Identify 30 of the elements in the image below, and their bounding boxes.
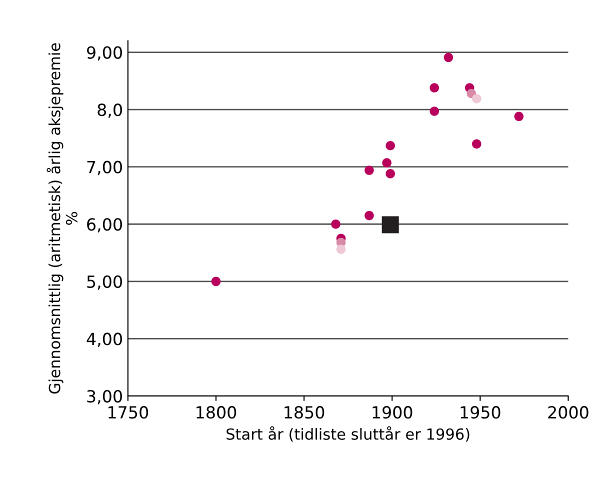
y-tick-label: 8,0	[98, 104, 122, 118]
point	[514, 112, 524, 122]
x-tick-label: 2000	[548, 406, 588, 419]
x-tick-label: 1800	[196, 406, 236, 419]
y-tick-label: 7,00	[87, 160, 122, 176]
y-tick-label: 4,00	[86, 332, 122, 347]
point	[386, 169, 396, 178]
point	[382, 216, 399, 234]
point	[211, 276, 221, 286]
y-tick-label: 3,00	[87, 390, 122, 404]
point	[382, 158, 392, 168]
point	[444, 52, 454, 62]
point	[336, 244, 346, 254]
y-tick-label: 5,00	[87, 275, 122, 290]
point	[472, 139, 482, 149]
x-axis-title: Start år (tidliste sluttår er 1996)	[226, 426, 470, 442]
y-tick-label: 9,00	[87, 46, 122, 61]
point	[331, 219, 340, 229]
point	[364, 210, 374, 220]
point	[386, 140, 396, 150]
x-tick-label: 1900	[372, 406, 412, 419]
point	[430, 106, 440, 116]
x-tick-label: 1750	[108, 406, 148, 419]
x-tick-label: 1850	[284, 406, 324, 419]
y-axis-title: Gjennomsnittlig (aritmetisk) årlig aksjepremie %	[46, 43, 78, 394]
point	[364, 166, 374, 175]
y-tick-label: 6,00	[87, 218, 122, 232]
x-tick-label: 1950	[460, 406, 500, 419]
point	[472, 94, 482, 104]
point	[430, 83, 440, 92]
